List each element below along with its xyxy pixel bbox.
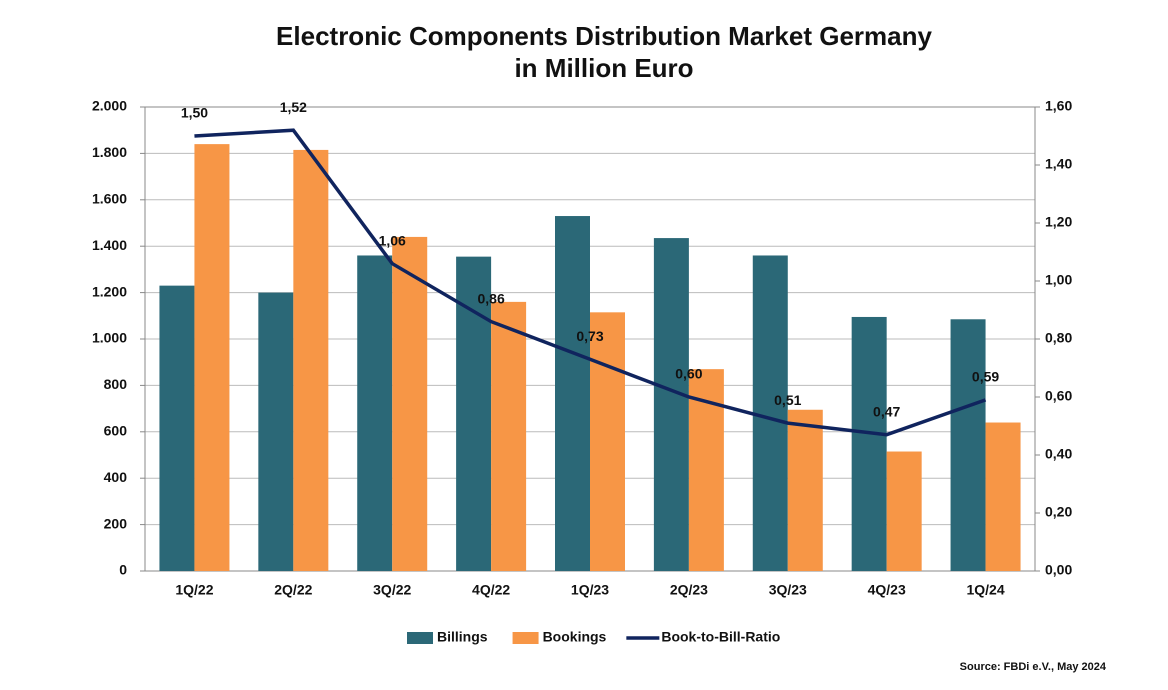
data-label: 1,52 [280, 99, 307, 115]
y-tick-label: 0 [119, 562, 127, 578]
bar [258, 292, 294, 571]
data-label: 0,51 [774, 392, 801, 408]
data-label: 0,86 [477, 290, 504, 306]
chart-title: Electronic Components Distribution Marke… [276, 21, 932, 51]
x-tick-label: 3Q/22 [373, 582, 411, 598]
y2-tick-label: 0,40 [1045, 446, 1072, 462]
bar [653, 238, 689, 571]
x-tick-label: 2Q/23 [670, 582, 708, 598]
x-tick-label: 3Q/23 [769, 582, 807, 598]
source-note: Source: FBDi e.V., May 2024 [960, 661, 1107, 673]
y2-tick-label: 0,20 [1045, 504, 1072, 520]
bar [886, 451, 922, 571]
bar [491, 301, 527, 571]
x-tick-label: 1Q/24 [966, 582, 1004, 598]
bar [985, 422, 1021, 571]
y2-tick-label: 1,60 [1045, 98, 1072, 114]
x-tick-label: 1Q/23 [571, 582, 609, 598]
bar [357, 255, 393, 572]
x-tick-label: 1Q/22 [175, 582, 213, 598]
bar [392, 236, 428, 572]
bar [787, 409, 823, 571]
y-tick-label: 1.000 [92, 330, 127, 346]
bar [555, 216, 590, 572]
x-tick-label: 2Q/22 [274, 582, 312, 598]
line [194, 128, 987, 437]
legend-label: Billings [437, 629, 488, 645]
y-tick-label: 400 [104, 469, 128, 485]
y-tick-label: 1.800 [92, 144, 127, 160]
y-tick-label: 600 [104, 423, 128, 439]
y-tick-label: 1.600 [92, 191, 127, 207]
y-tick-label: 200 [104, 515, 128, 531]
y2-tick-label: 0,60 [1045, 388, 1072, 404]
bar [456, 256, 492, 571]
legend-swatch [512, 632, 539, 644]
x-tick-label: 4Q/22 [472, 582, 510, 598]
data-label: 0,59 [972, 369, 999, 385]
bar [293, 149, 329, 572]
y-tick-label: 2.000 [92, 98, 127, 114]
data-label: 0,47 [873, 403, 900, 419]
y2-tick-label: 0,80 [1045, 330, 1072, 346]
x-tick-label: 4Q/23 [868, 582, 906, 598]
bar [752, 255, 788, 572]
legend-label: Bookings [543, 629, 607, 645]
y-tick-label: 1.400 [92, 237, 127, 253]
bar [950, 319, 986, 571]
y2-tick-label: 1,40 [1045, 156, 1072, 172]
y-tick-label: 1.200 [92, 283, 127, 299]
bar [159, 285, 195, 571]
legend-swatch [407, 632, 433, 644]
data-label: 0,60 [675, 366, 702, 382]
data-label: 0,73 [576, 328, 603, 344]
y2-tick-label: 1,20 [1045, 214, 1072, 230]
y2-tick-label: 0,00 [1045, 562, 1072, 578]
data-label: 1,06 [379, 232, 406, 248]
y2-tick-label: 1,00 [1045, 272, 1072, 288]
legend-label: Book-to-Bill-Ratio [661, 629, 780, 645]
chart-title: in Million Euro [514, 53, 693, 83]
data-label: 1,50 [181, 105, 208, 121]
bar [851, 316, 887, 571]
y-tick-label: 800 [104, 376, 128, 392]
bar [590, 312, 625, 571]
bar [194, 144, 230, 571]
